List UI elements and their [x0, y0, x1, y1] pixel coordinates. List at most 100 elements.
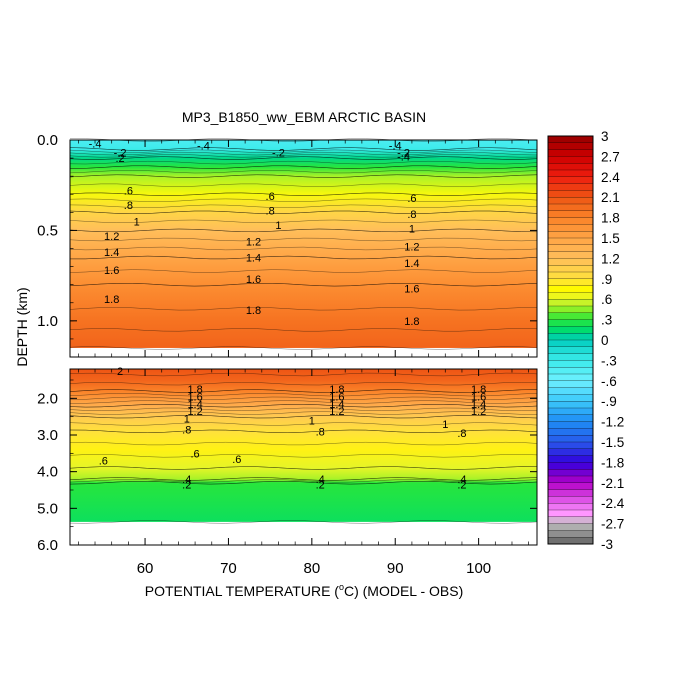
contour-label: .6 [232, 454, 241, 466]
colorbar-swatch [547, 441, 594, 450]
chart-title: MP3_B1850_ww_EBM ARCTIC BASIN [182, 109, 426, 125]
contour-label: .8 [124, 200, 133, 212]
lower-contour-line [69, 520, 538, 524]
colorbar-swatch [547, 475, 594, 484]
contour-label: .2 [457, 480, 466, 492]
contour-label: .6 [407, 193, 416, 205]
colorbar-swatch [547, 462, 594, 470]
colorbar-swatch [547, 401, 594, 409]
colorbar-label: -2.4 [601, 496, 625, 511]
lower-contour-line [69, 372, 538, 377]
lower-contour-line [69, 481, 538, 485]
colorbar-swatch [547, 380, 594, 389]
colorbar-label: -2.7 [601, 517, 624, 532]
contour-label: -.2 [397, 148, 410, 160]
colorbar-swatch [547, 203, 594, 212]
upper-contour-line [69, 228, 538, 233]
colorbar-swatch [547, 373, 594, 382]
contour-label: 1.4 [104, 247, 119, 259]
colorbar-swatch [547, 435, 594, 443]
colorbar-label: 1.5 [601, 231, 620, 246]
upper-contour-line [69, 198, 538, 202]
upper-contour-line [69, 156, 538, 160]
contour-label: 1 [184, 414, 190, 426]
upper-field-fill [70, 140, 537, 348]
contour-label: 1.2 [246, 236, 261, 248]
y-tick-label: 2.0 [37, 390, 58, 407]
contour-label: .6 [266, 191, 275, 203]
contour-label: 1.4 [246, 253, 261, 265]
upper-contour-line [69, 210, 538, 214]
contour-label: -.2 [272, 148, 285, 160]
lower-field-fill [70, 369, 537, 522]
colorbar-swatch [547, 407, 594, 416]
contour-label: .4 [182, 474, 191, 486]
upper-contour-line [69, 307, 538, 311]
colorbar-swatch [547, 489, 594, 497]
colorbar-swatch [547, 537, 594, 545]
contour-label: 1 [409, 224, 415, 236]
lower-contour-line [69, 429, 538, 433]
colorbar-swatch [547, 455, 594, 463]
y-tick-label: 1.0 [37, 313, 58, 330]
colorbar-swatch [547, 346, 594, 355]
upper-contour-line [69, 154, 538, 158]
colorbar-label: 0 [601, 333, 609, 348]
upper-contour-line [69, 165, 538, 169]
y-tick-label: 0.5 [37, 222, 58, 239]
contour-label: .8 [182, 425, 191, 437]
y-tick-label: 4.0 [37, 464, 58, 481]
colorbar-swatch [547, 217, 594, 225]
upper-contour-line [69, 160, 538, 165]
x-tick-label: 70 [220, 560, 237, 577]
lower-contour-line [69, 441, 538, 446]
upper-contour-line [69, 283, 538, 287]
colorbar-label: 2.7 [601, 149, 620, 164]
contour-label: 1.2 [104, 231, 119, 243]
lower-contour-line [69, 415, 538, 419]
contour-label: 1.4 [404, 258, 419, 270]
colorbar-swatch [547, 292, 594, 300]
colorbar-label: .6 [601, 292, 612, 307]
colorbar-swatch [547, 394, 594, 402]
contour-label: 1.8 [187, 384, 202, 396]
contour-label: 1.4 [471, 399, 486, 411]
colorbar-swatch [547, 237, 594, 246]
lower-frame [69, 368, 538, 546]
lower-contour-line [69, 411, 537, 415]
upper-contour-line [69, 237, 538, 242]
colorbar-swatch [547, 496, 594, 504]
colorbar-swatch [547, 360, 594, 368]
colorbar-label: 2.1 [601, 190, 620, 205]
upper-contour-line [69, 328, 538, 332]
contour-label: .2 [182, 480, 191, 492]
colorbar-frame [547, 135, 594, 545]
colorbar-swatch [547, 367, 594, 375]
lower-panel: 21.81.61.41.21.81.81.61.41.21.81.81.61.4… [37, 366, 538, 577]
upper-panel: -.4 -.4 -.4-.2 -.2 -.2.2 -.4.6.6.6.8.8.81 1 11.… [37, 132, 538, 358]
colorbar-swatch [547, 523, 594, 531]
contour-label: -.2 [114, 148, 127, 160]
colorbar-swatch [547, 339, 594, 348]
colorbar-swatch [547, 421, 594, 429]
contour-label: 1.6 [404, 283, 419, 295]
colorbar-label: -.9 [601, 394, 617, 409]
colorbar-swatch [547, 333, 594, 341]
lower-contour-line [69, 404, 538, 408]
colorbar-swatch [547, 353, 594, 361]
y-tick-label: 3.0 [37, 427, 58, 444]
x-tick-label: 100 [466, 560, 491, 577]
lower-contour-line [69, 407, 538, 411]
lower-contour-line [69, 382, 538, 386]
contour-label: 1.2 [329, 406, 344, 418]
upper-contour-line [69, 147, 538, 151]
x-axis-label-main: POTENTIAL TEMPERATURE ( [145, 583, 340, 599]
colorbar-label: -1.5 [601, 435, 624, 450]
upper-contour-line [69, 151, 538, 156]
contour-label: 1.6 [187, 392, 202, 404]
colorbar-swatch [547, 224, 594, 232]
upper-contour-line [69, 219, 538, 223]
colorbar-swatch [547, 312, 594, 321]
contour-label: 1.8 [246, 305, 261, 317]
colorbar-swatch [547, 503, 594, 511]
